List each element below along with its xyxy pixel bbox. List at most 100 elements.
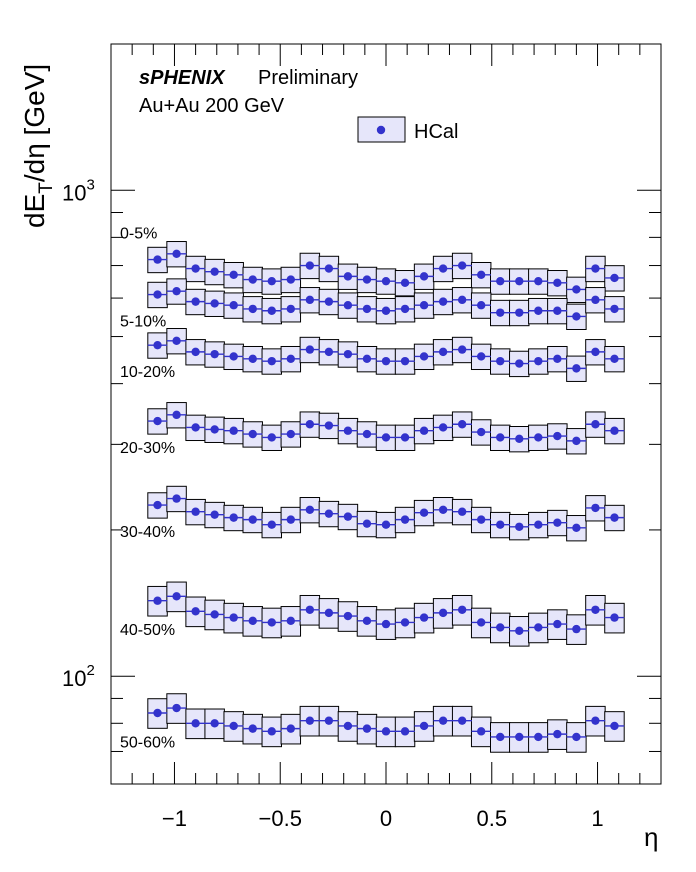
data-point bbox=[267, 276, 276, 286]
data-point bbox=[343, 272, 353, 281]
data-point bbox=[286, 354, 296, 363]
data-point bbox=[457, 420, 467, 429]
series-group bbox=[147, 241, 625, 304]
data-point bbox=[267, 433, 276, 442]
data-point bbox=[591, 420, 600, 429]
series-group bbox=[147, 278, 625, 330]
data-point bbox=[572, 364, 581, 373]
data-point bbox=[534, 520, 543, 529]
data-point bbox=[191, 607, 200, 616]
data-point bbox=[419, 352, 429, 361]
data-point bbox=[248, 304, 257, 314]
data-point bbox=[438, 297, 448, 306]
data-point bbox=[381, 306, 391, 315]
data-point bbox=[419, 721, 429, 731]
data-point bbox=[438, 716, 448, 725]
data-point bbox=[343, 611, 353, 621]
data-point bbox=[438, 347, 448, 357]
data-point bbox=[343, 721, 353, 731]
data-point bbox=[362, 275, 372, 284]
data-point bbox=[419, 613, 429, 622]
data-point bbox=[267, 618, 276, 627]
data-point bbox=[400, 433, 410, 442]
data-point bbox=[153, 596, 162, 605]
data-point bbox=[572, 312, 581, 321]
data-point bbox=[457, 507, 467, 516]
data-point bbox=[191, 719, 200, 728]
legend-marker bbox=[376, 125, 386, 135]
data-point bbox=[172, 494, 181, 503]
y-axis-label-rest: /dη [GeV] bbox=[19, 64, 50, 182]
centrality-label: 0-5% bbox=[120, 225, 157, 242]
legend: HCal bbox=[357, 116, 458, 143]
data-point bbox=[553, 619, 562, 629]
data-point bbox=[305, 295, 315, 305]
legend-label: HCal bbox=[414, 121, 458, 143]
data-point bbox=[457, 295, 467, 305]
series-group bbox=[147, 402, 625, 455]
data-point bbox=[553, 306, 562, 315]
data-point bbox=[515, 626, 524, 636]
data-point bbox=[515, 308, 524, 317]
y-axis-label: dET/dη [GeV] bbox=[19, 64, 57, 228]
data-point bbox=[553, 729, 562, 739]
data-point bbox=[229, 301, 238, 310]
data-point bbox=[153, 416, 162, 426]
data-point bbox=[496, 276, 505, 286]
data-point bbox=[229, 270, 238, 279]
data-point bbox=[191, 507, 200, 516]
y-tick-label-exponent: 2 bbox=[86, 662, 94, 679]
data-point bbox=[248, 616, 257, 626]
data-point bbox=[172, 410, 181, 420]
data-point bbox=[210, 425, 219, 434]
data-point bbox=[476, 352, 486, 361]
data-point bbox=[267, 727, 276, 736]
data-point bbox=[496, 433, 505, 442]
data-point bbox=[229, 721, 238, 731]
data-point bbox=[305, 716, 315, 725]
data-point bbox=[457, 345, 467, 354]
data-point bbox=[305, 605, 315, 614]
data-point bbox=[191, 347, 200, 357]
data-point bbox=[572, 624, 581, 634]
data-point bbox=[476, 515, 486, 524]
data-point bbox=[153, 290, 162, 299]
data-point bbox=[419, 272, 429, 281]
series-group bbox=[147, 485, 625, 542]
data-point bbox=[324, 716, 334, 725]
data-point bbox=[515, 276, 524, 286]
data-point bbox=[610, 513, 619, 522]
centrality-label: 50-60% bbox=[120, 734, 175, 751]
data-point bbox=[210, 299, 219, 308]
data-point bbox=[534, 732, 543, 742]
data-point bbox=[534, 306, 543, 315]
series-labels: 0-5% 5-10% 10-20% 20-30% 30-40% 40-50% 50-60% bbox=[120, 225, 175, 751]
data-point bbox=[286, 515, 296, 524]
data-point bbox=[248, 429, 257, 439]
data-point bbox=[248, 724, 257, 733]
data-point bbox=[419, 301, 429, 310]
data-point bbox=[381, 276, 391, 286]
data-point bbox=[457, 716, 467, 725]
series-group bbox=[147, 693, 625, 753]
data-point bbox=[362, 354, 372, 363]
data-point bbox=[496, 308, 505, 317]
y-tick-label: 103 bbox=[62, 176, 95, 205]
data-point bbox=[229, 513, 238, 522]
data-point bbox=[572, 523, 581, 533]
y-tick-label-base: 10 bbox=[62, 666, 86, 691]
data-point bbox=[419, 426, 429, 435]
experiment-label: sPHENIX bbox=[139, 67, 226, 89]
series-group bbox=[147, 328, 625, 382]
y-axis-label-sub: T bbox=[36, 182, 57, 194]
data-point bbox=[610, 426, 619, 435]
data-point bbox=[419, 508, 429, 517]
x-tick-label: 0.5 bbox=[476, 806, 507, 831]
data-point bbox=[400, 618, 410, 627]
data-point bbox=[553, 518, 562, 527]
series-group bbox=[147, 581, 625, 647]
data-point bbox=[324, 421, 334, 430]
data-point bbox=[267, 356, 276, 366]
data-point bbox=[248, 275, 257, 284]
